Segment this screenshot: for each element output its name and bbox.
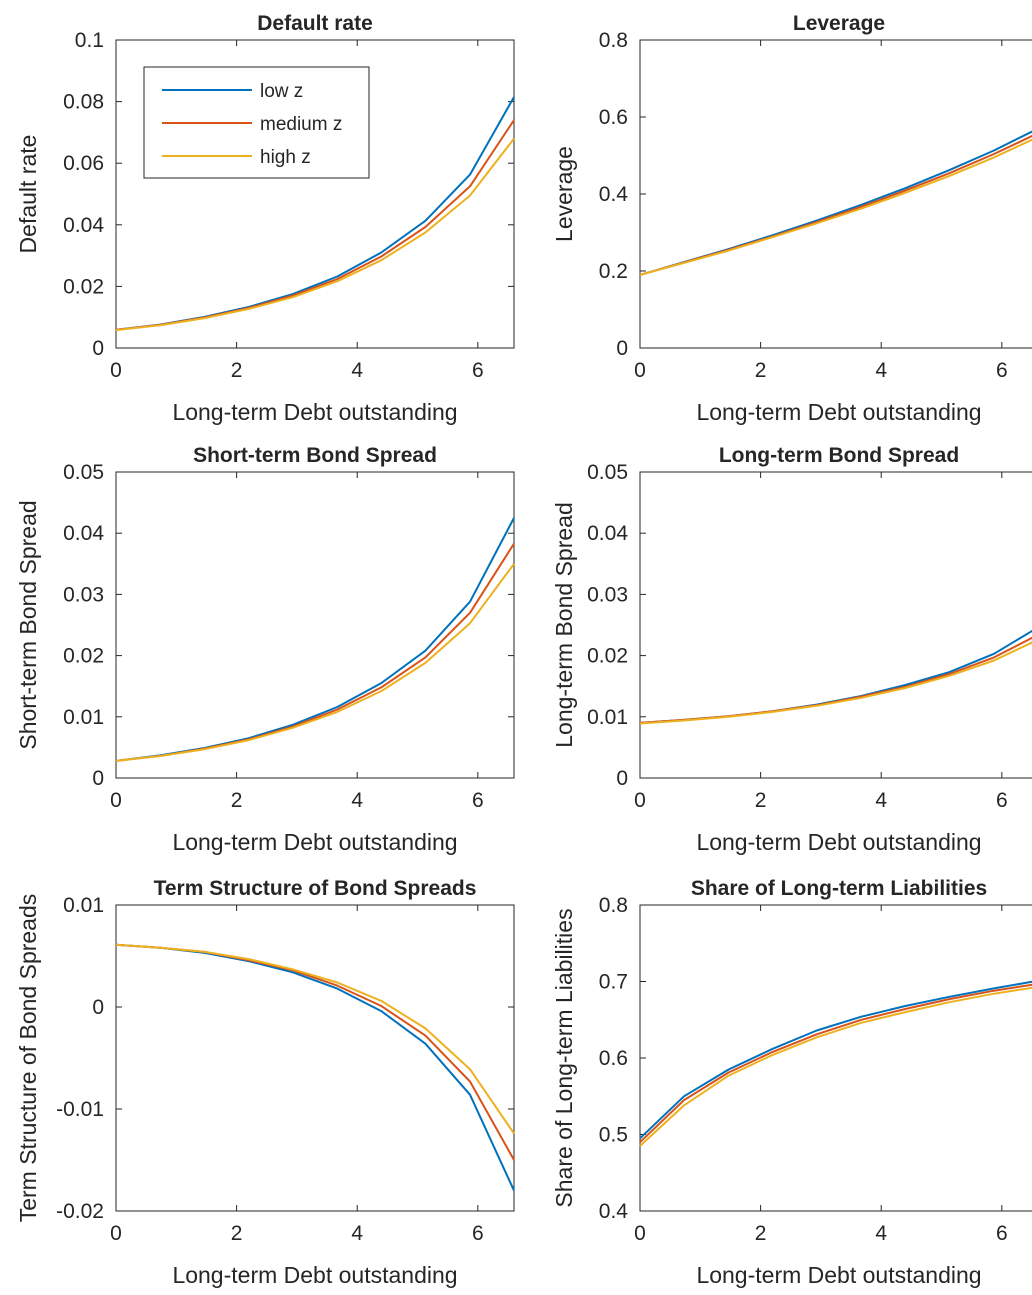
- x-tick-label: 2: [755, 1222, 767, 1245]
- x-tick-label: 4: [351, 359, 363, 382]
- x-axis-label: Long-term Debt outstanding: [172, 1262, 457, 1288]
- series-line-high-z: [115, 137, 515, 332]
- series-line-medium-z: [639, 983, 1032, 1143]
- legend-label: high z: [260, 147, 311, 168]
- axes-box: [115, 471, 515, 779]
- y-tick-label: 0.04: [587, 522, 628, 545]
- y-tick-label: 0.02: [63, 645, 104, 668]
- legend-label: low z: [260, 81, 303, 102]
- y-axis-label: Short-term Bond Spread: [15, 500, 41, 749]
- series-line-low-z: [639, 980, 1032, 1140]
- x-tick-label: 0: [634, 359, 646, 382]
- y-tick-label: 0: [616, 337, 628, 360]
- y-tick-label: 0.02: [587, 645, 628, 668]
- panel-title: Share of Long-term Liabilities: [691, 877, 987, 900]
- series-line-high-z: [639, 986, 1032, 1147]
- series-line-high-z: [639, 641, 1032, 725]
- y-tick-label: 0.05: [63, 461, 104, 484]
- y-tick-label: 0.06: [63, 152, 104, 175]
- y-axis-label: Term Structure of Bond Spreads: [15, 894, 41, 1223]
- x-tick-label: 2: [755, 359, 767, 382]
- y-tick-label: 0.5: [599, 1124, 628, 1147]
- x-tick-label: 0: [110, 1222, 122, 1245]
- panel-4: 0 2 4 6 -0.02 -0.01 0 0.01 Term Structure of Bon…: [15, 877, 515, 1288]
- x-tick-label: 4: [875, 789, 887, 812]
- y-tick-label: 0.03: [587, 583, 628, 606]
- y-tick-label: 0.02: [63, 275, 104, 298]
- y-tick-label: 0.8: [599, 894, 628, 917]
- panel-title: Long-term Bond Spread: [719, 444, 959, 467]
- x-tick-label: 6: [996, 1222, 1008, 1245]
- legend-label: medium z: [260, 114, 342, 135]
- x-tick-label: 0: [634, 789, 646, 812]
- y-tick-label: 0: [92, 337, 104, 360]
- panel-title: Leverage: [793, 12, 885, 35]
- panel-title: Default rate: [257, 12, 373, 35]
- x-tick-label: 6: [996, 789, 1008, 812]
- axes-box: [639, 39, 1032, 349]
- axes-box: [639, 471, 1032, 779]
- x-axis-label: Long-term Debt outstanding: [172, 829, 457, 855]
- x-tick-label: 4: [351, 789, 363, 812]
- panel-1: 0 2 4 6 0 0.2 0.4 0.6 0.8 Leverage Long-term Debt …: [551, 12, 1032, 425]
- y-tick-label: 0.6: [599, 1047, 628, 1070]
- x-tick-label: 6: [472, 1222, 484, 1245]
- x-tick-label: 0: [110, 359, 122, 382]
- x-tick-label: 6: [472, 789, 484, 812]
- y-axis-label: Leverage: [551, 146, 577, 242]
- series-line-high-z: [115, 563, 515, 762]
- y-tick-label: 0.4: [599, 1200, 629, 1223]
- panel-5: 0 2 4 6 0.4 0.5 0.6 0.7 0.8 Share of Long-term Li…: [551, 877, 1032, 1288]
- y-tick-label: 0.8: [599, 29, 628, 52]
- axes-box: [639, 904, 1032, 1212]
- y-tick-label: 0.01: [63, 706, 104, 729]
- axes-box: [115, 904, 515, 1212]
- x-tick-label: 0: [110, 789, 122, 812]
- x-axis-label: Long-term Debt outstanding: [696, 399, 981, 425]
- y-tick-label: 0.1: [75, 29, 104, 52]
- x-tick-label: 2: [231, 789, 243, 812]
- x-tick-label: 0: [634, 1222, 646, 1245]
- y-tick-label: 0.6: [599, 106, 628, 129]
- panel-3: 0 2 4 6 0 0.01 0.02 0.03 0.04 0.05 Long-term Bond …: [551, 444, 1032, 855]
- y-tick-label: 0.03: [63, 583, 104, 606]
- panel-2: 0 2 4 6 0 0.01 0.02 0.03 0.04 0.05 Short-term Bond…: [15, 444, 515, 855]
- y-tick-label: 0: [92, 767, 104, 790]
- y-tick-label: -0.01: [56, 1098, 104, 1121]
- x-tick-label: 2: [231, 359, 243, 382]
- y-tick-label: 0.04: [63, 214, 104, 237]
- legend: low z medium z high z: [143, 66, 370, 179]
- panel-title: Term Structure of Bond Spreads: [154, 877, 477, 900]
- x-tick-label: 4: [351, 1222, 363, 1245]
- y-tick-label: 0.4: [599, 183, 629, 206]
- x-tick-label: 4: [875, 1222, 887, 1245]
- y-tick-label: 0.05: [587, 461, 628, 484]
- y-axis-label: Long-term Bond Spread: [551, 502, 577, 748]
- x-axis-label: Long-term Debt outstanding: [696, 1262, 981, 1288]
- panel-title: Short-term Bond Spread: [193, 444, 437, 467]
- y-axis-label: Share of Long-term Liabilities: [551, 908, 577, 1207]
- x-tick-label: 2: [755, 789, 767, 812]
- x-tick-label: 4: [875, 359, 887, 382]
- y-tick-label: 0.08: [63, 91, 104, 114]
- y-tick-label: 0: [92, 996, 104, 1019]
- y-tick-label: 0.04: [63, 522, 104, 545]
- series-line-high-z: [639, 138, 1032, 276]
- x-tick-label: 6: [996, 359, 1008, 382]
- y-tick-label: 0.01: [587, 706, 628, 729]
- y-tick-label: -0.02: [56, 1200, 104, 1223]
- x-axis-label: Long-term Debt outstanding: [172, 399, 457, 425]
- series-line-high-z: [115, 943, 515, 1135]
- y-tick-label: 0.7: [599, 971, 628, 994]
- x-tick-label: 6: [472, 359, 484, 382]
- y-axis-label: Default rate: [15, 135, 41, 254]
- y-tick-label: 0.01: [63, 894, 104, 917]
- x-axis-label: Long-term Debt outstanding: [696, 829, 981, 855]
- x-tick-label: 2: [231, 1222, 243, 1245]
- y-tick-label: 0: [616, 767, 628, 790]
- y-tick-label: 0.2: [599, 260, 628, 283]
